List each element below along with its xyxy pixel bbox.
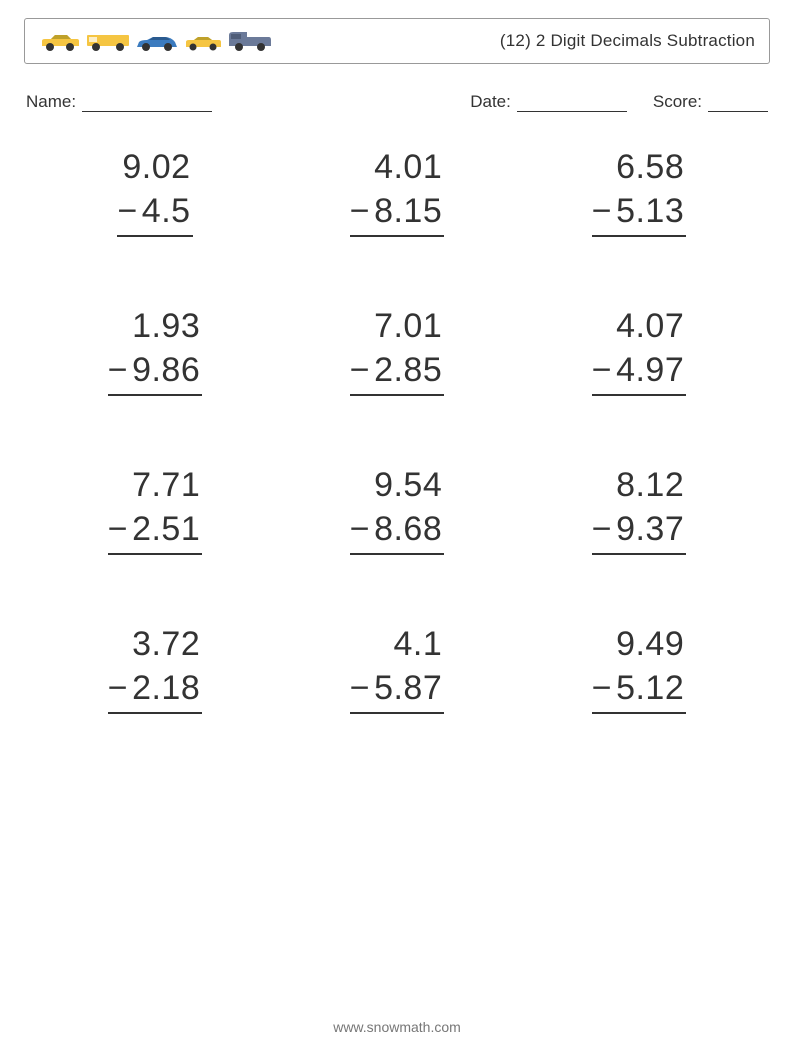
operator: − (592, 667, 616, 711)
operator: − (592, 349, 616, 393)
operator: − (108, 667, 132, 711)
minuend: 9.49 (592, 623, 687, 667)
sports-car-icon (135, 34, 179, 52)
operator: − (592, 190, 616, 234)
problem: 6.58−5.13 (538, 146, 740, 237)
problems-grid: 9.02−4.54.01−8.156.58−5.131.93−9.867.01−… (24, 146, 770, 714)
operator: − (108, 508, 132, 552)
worksheet-title: (12) 2 Digit Decimals Subtraction (500, 31, 755, 51)
minuend: 9.02 (117, 146, 192, 190)
problem: 3.72−2.18 (54, 623, 256, 714)
operator: − (117, 190, 141, 234)
subtrahend: 5.13 (616, 190, 686, 234)
subtrahend: 9.37 (616, 508, 686, 552)
car-sedan-icon (39, 32, 81, 52)
subtrahend: 2.18 (132, 667, 202, 711)
minuend: 4.01 (350, 146, 445, 190)
minuend: 1.93 (108, 305, 203, 349)
operator: − (350, 349, 374, 393)
minuend: 4.1 (350, 623, 445, 667)
info-row: Name: Date: Score: (24, 92, 770, 112)
problem: 7.01−2.85 (296, 305, 498, 396)
problem: 4.07−4.97 (538, 305, 740, 396)
cargo-van-icon (227, 30, 273, 52)
subtrahend: 8.15 (374, 190, 444, 234)
minuend: 7.01 (350, 305, 445, 349)
minuend: 7.71 (108, 464, 203, 508)
subtrahend: 9.86 (132, 349, 202, 393)
subtrahend: 5.12 (616, 667, 686, 711)
problem: 9.54−8.68 (296, 464, 498, 555)
subtrahend: 2.85 (374, 349, 444, 393)
minuend: 6.58 (592, 146, 687, 190)
minuend: 9.54 (350, 464, 445, 508)
footer-url: www.snowmath.com (0, 1019, 794, 1035)
subtrahend: 2.51 (132, 508, 202, 552)
operator: − (592, 508, 616, 552)
subtrahend: 4.5 (142, 190, 193, 234)
minuend: 4.07 (592, 305, 687, 349)
problem: 4.1−5.87 (296, 623, 498, 714)
problem: 4.01−8.15 (296, 146, 498, 237)
worksheet-header: (12) 2 Digit Decimals Subtraction (24, 18, 770, 64)
name-label: Name: (26, 92, 76, 112)
car-sedan2-icon (183, 34, 223, 52)
operator: − (350, 508, 374, 552)
van-icon (85, 32, 131, 52)
problem: 9.49−5.12 (538, 623, 740, 714)
date-blank[interactable] (517, 92, 627, 112)
problem: 7.71−2.51 (54, 464, 256, 555)
date-label: Date: (470, 92, 511, 112)
problem: 9.02−4.5 (54, 146, 256, 237)
problem: 1.93−9.86 (54, 305, 256, 396)
score-label: Score: (653, 92, 702, 112)
name-blank[interactable] (82, 92, 212, 112)
score-blank[interactable] (708, 92, 768, 112)
operator: − (350, 667, 374, 711)
operator: − (108, 349, 132, 393)
operator: − (350, 190, 374, 234)
subtrahend: 5.87 (374, 667, 444, 711)
subtrahend: 4.97 (616, 349, 686, 393)
minuend: 3.72 (108, 623, 203, 667)
subtrahend: 8.68 (374, 508, 444, 552)
problem: 8.12−9.37 (538, 464, 740, 555)
minuend: 8.12 (592, 464, 687, 508)
vehicle-icons (39, 30, 273, 52)
